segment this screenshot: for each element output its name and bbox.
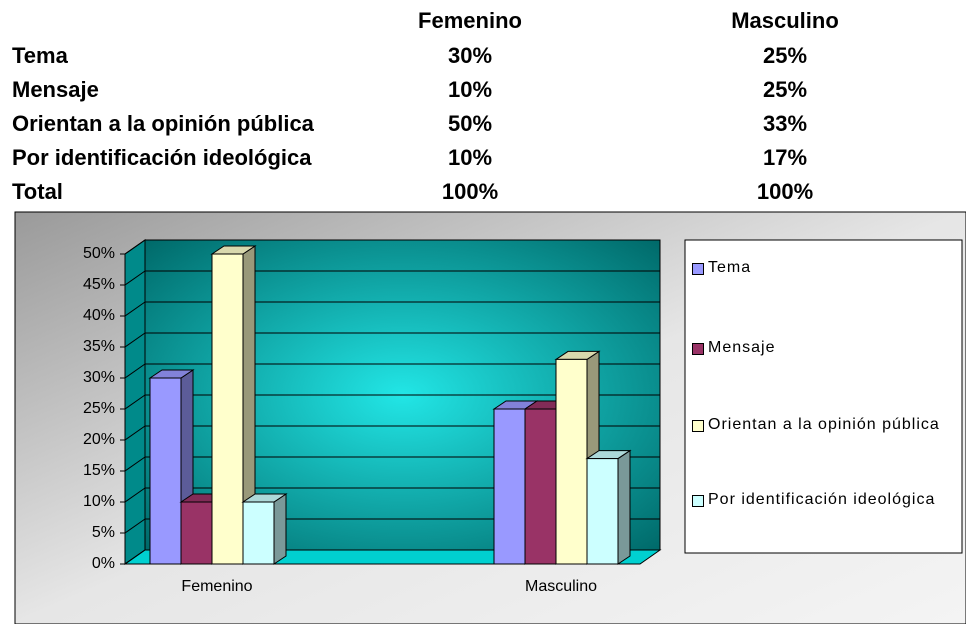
row-label: Total (12, 179, 63, 204)
legend-label: Tema (708, 259, 752, 276)
cell: 25% (762, 77, 808, 102)
y-tick-label: 25% (83, 400, 115, 417)
bar (586, 458, 619, 565)
bar (555, 358, 588, 565)
cell: 33% (762, 111, 808, 136)
grid-line (124, 425, 146, 441)
bar (180, 501, 213, 565)
cell: 100% (441, 179, 499, 204)
column-header: Masculino (731, 8, 839, 33)
y-tick-label: 15% (83, 462, 115, 479)
y-tick-label: 0% (92, 555, 115, 572)
row-label: Por identificación ideológica (12, 145, 312, 170)
legend-swatch (692, 343, 704, 355)
cell: 30% (447, 43, 493, 68)
cell: 10% (447, 145, 493, 170)
y-tick-label: 30% (83, 369, 115, 386)
cell: 100% (756, 179, 814, 204)
grid-line (124, 394, 146, 410)
row-label: Tema (12, 43, 68, 68)
y-tick-label: 10% (83, 493, 115, 510)
y-tick-label: 5% (92, 524, 115, 541)
y-tick-label: 35% (83, 338, 115, 355)
bar (211, 253, 244, 565)
cell: 50% (447, 111, 493, 136)
bar (149, 377, 182, 565)
legend-swatch (692, 420, 704, 432)
legend-box (684, 239, 963, 554)
grid-line (124, 518, 146, 534)
cell: 17% (762, 145, 808, 170)
row-label: Mensaje (12, 77, 99, 102)
grid-line (124, 487, 146, 503)
legend-swatch (692, 495, 704, 507)
y-tick-label: 50% (83, 245, 115, 262)
grid-line (124, 270, 146, 286)
legend-label: Por identificación ideológica (708, 491, 936, 508)
grid-line (124, 332, 146, 348)
bar (493, 408, 526, 565)
bar-side (617, 449, 631, 565)
y-tick-label: 20% (83, 431, 115, 448)
legend-swatch (692, 263, 704, 275)
column-header: Femenino (418, 8, 522, 33)
grid-line (124, 363, 146, 379)
legend-label: Orientan a la opinión pública (708, 416, 940, 433)
bar (524, 408, 557, 565)
grid-line (124, 301, 146, 317)
cell: 25% (762, 43, 808, 68)
row-label: Orientan a la opinión pública (12, 111, 314, 136)
bar-side (273, 493, 287, 565)
grid-line (124, 239, 146, 255)
y-tick-label: 40% (83, 307, 115, 324)
bar (242, 501, 275, 565)
x-tick-label: Femenino (181, 578, 252, 595)
x-tick-label: Masculino (525, 578, 597, 595)
y-tick-label: 45% (83, 276, 115, 293)
legend-label: Mensaje (708, 339, 776, 356)
grid-line (124, 456, 146, 472)
grid-line (124, 549, 146, 565)
cell: 10% (447, 77, 493, 102)
